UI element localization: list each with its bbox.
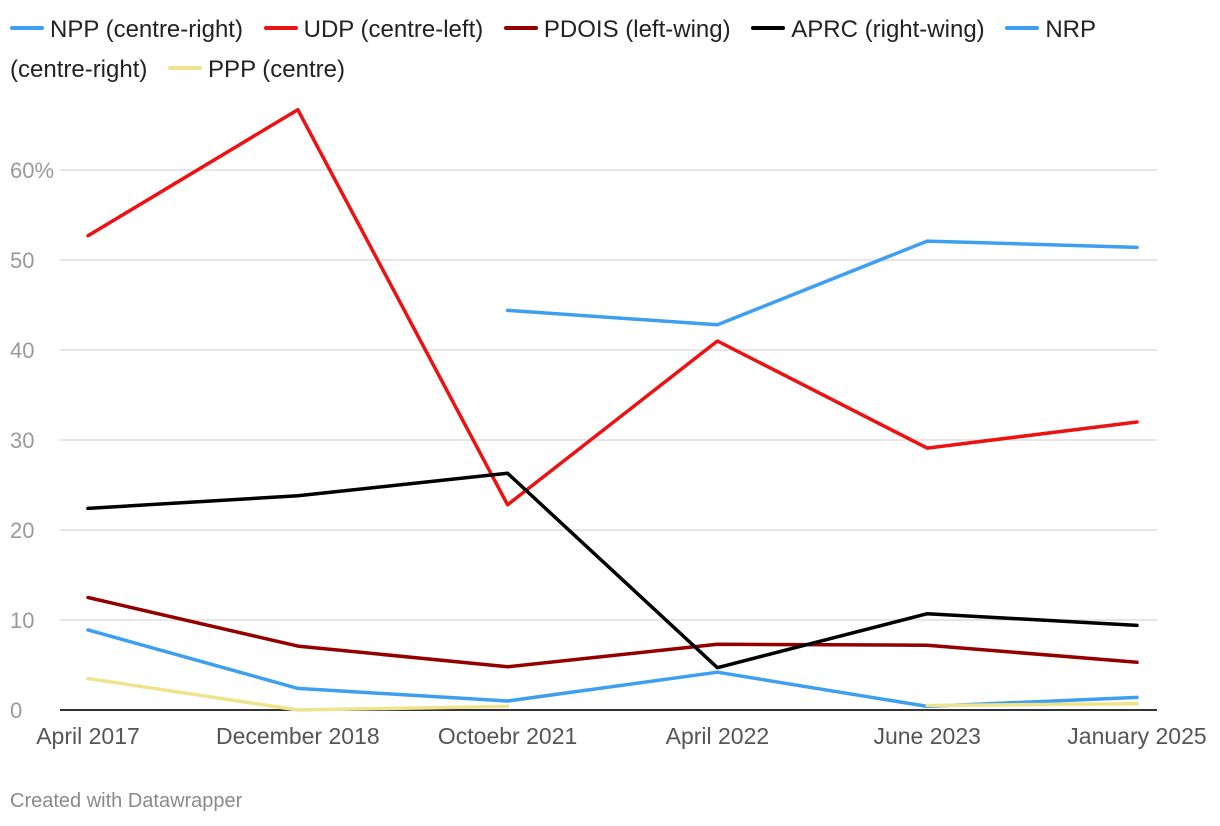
series-line [86,107,1139,507]
legend-label: PPP (centre) [208,56,345,83]
legend-label: NRP (centre-right) [10,16,1096,83]
legend-swatch [10,25,44,30]
x-tick-label: June 2023 [873,723,980,749]
chart-legend: NPP (centre-right) UDP (centre-left) PDO… [10,10,1180,90]
legend-item: APRC (right-wing) [751,16,985,43]
series-line [86,628,1139,709]
legend-label: APRC (right-wing) [791,16,985,43]
series-line [505,239,1139,327]
x-tick-label: April 2017 [36,723,140,749]
legend-item: UDP (centre-left) [263,16,484,43]
y-tick-label: 0 [10,698,22,723]
y-tick-label: 50 [10,248,34,273]
legend-item: NPP (centre-right) [10,16,243,43]
y-tick-label: 40 [10,338,34,363]
series-line [86,676,510,712]
series-line [925,701,1139,708]
legend-swatch [168,65,203,70]
legend-label: PDOIS (left-wing) [543,16,731,43]
y-tick-label: 60% [10,158,54,183]
y-tick-label: 30 [10,428,34,453]
legend-item: PPP (centre) [168,56,345,83]
legend-swatch [751,25,786,30]
legend-label: NPP (centre-right) [50,16,243,43]
legend-label: UDP (centre-left) [303,16,484,43]
x-tick-label: December 2018 [216,723,380,749]
y-tick-label: 20 [10,518,34,543]
legend-swatch [503,25,538,30]
series-line [86,595,1139,669]
legend-item: NRP (centre-right) [10,16,1096,83]
x-tick-label: Octoebr 2021 [438,723,577,749]
series-line [86,471,1139,670]
x-tick-label: January 2025 [1067,723,1206,749]
x-tick-label: April 2022 [666,723,770,749]
y-tick-label: 10 [10,608,34,633]
legend-item: PDOIS (left-wing) [503,16,731,43]
chart-credit: Created with Datawrapper [10,790,243,812]
legend-swatch [263,25,298,30]
legend-swatch [1005,25,1040,30]
